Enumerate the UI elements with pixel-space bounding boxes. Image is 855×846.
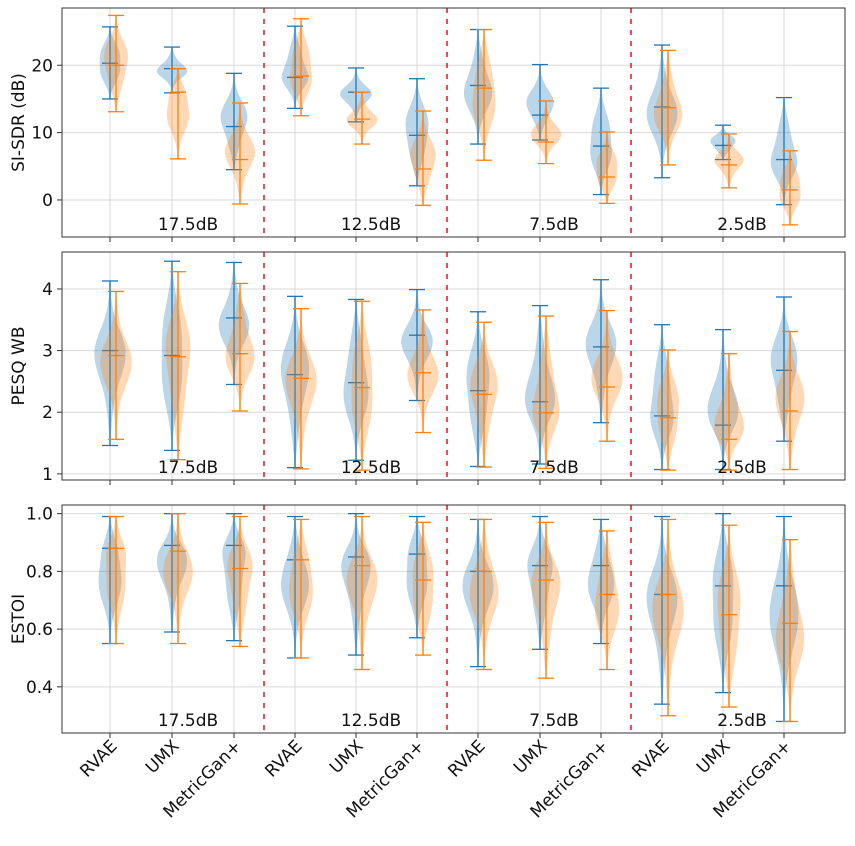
group-label: 7.5dB [529,711,579,731]
group-label: 7.5dB [529,458,579,478]
group-label: 17.5dB [158,215,218,235]
group-label: 2.5dB [717,215,767,235]
x-tick-label: RVAE [628,736,673,781]
group-label: 12.5dB [341,458,401,478]
y-axis-label: ESTOI [9,594,29,644]
x-tick-label: UMX [142,736,184,778]
y-tick-label: 10 [31,124,53,144]
y-tick-label: 2 [42,403,53,423]
group-label: 2.5dB [717,711,767,731]
y-tick-label: 0.8 [26,562,53,582]
group-label: 17.5dB [158,711,218,731]
y-tick-label: 1 [42,465,53,485]
x-tick-label: RVAE [444,736,489,781]
y-tick-label: 3 [42,342,53,362]
x-tick-label: RVAE [76,736,121,781]
y-tick-label: 20 [31,56,53,76]
y-tick-label: 1.0 [26,505,53,525]
y-tick-label: 0.4 [26,678,53,698]
y-tick-label: 4 [42,280,53,300]
group-label: 12.5dB [341,215,401,235]
x-tick-label: UMX [326,736,368,778]
group-label: 17.5dB [158,458,218,478]
y-axis-label: SI-SDR (dB) [9,73,29,172]
x-tick-label: UMX [510,736,552,778]
group-label: 7.5dB [529,215,579,235]
y-axis-label: PESQ WB [9,326,29,405]
group-label: 2.5dB [717,458,767,478]
x-tick-label: UMX [693,736,735,778]
plot-frame [61,7,846,238]
plot-frame [61,251,846,481]
y-tick-label: 0 [42,191,53,211]
x-tick-label: RVAE [261,736,306,781]
y-tick-label: 0.6 [26,620,53,640]
group-label: 12.5dB [341,711,401,731]
plot-frame [61,504,846,734]
